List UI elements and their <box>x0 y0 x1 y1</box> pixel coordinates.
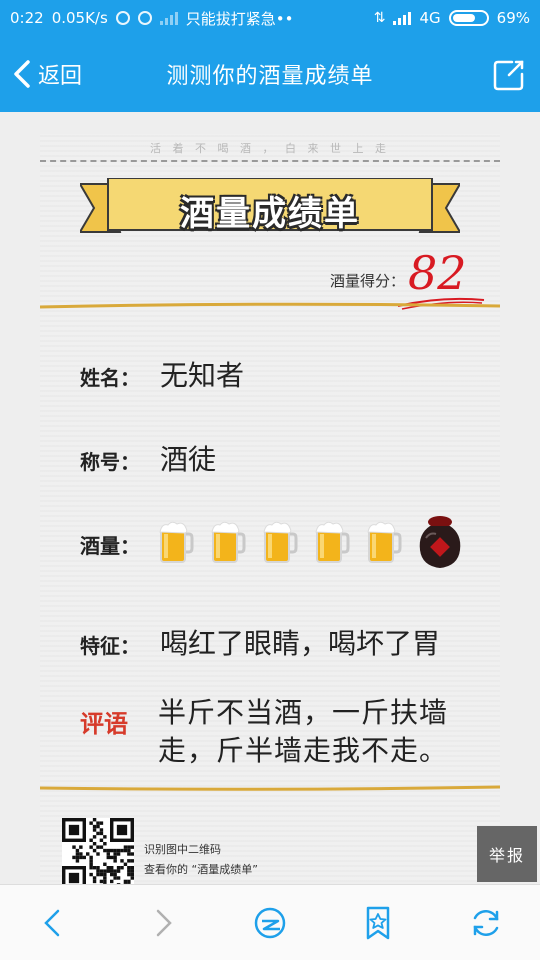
signal-icon <box>393 11 412 25</box>
score-value: 82 <box>408 246 467 300</box>
ribbon-banner <box>80 178 460 233</box>
score-label: 酒量得分： <box>330 272 406 290</box>
qr-code[interactable] <box>62 818 134 890</box>
prev-icon <box>44 909 60 936</box>
title-label: 称号： <box>80 450 140 474</box>
bookmark-star-icon <box>366 906 390 939</box>
beer-mug-icon <box>159 521 194 563</box>
name-label: 姓名： <box>80 366 140 390</box>
wine-jar-icon <box>419 516 461 568</box>
beer-mug-icon <box>263 521 298 563</box>
capacity-label: 酒量： <box>80 534 140 558</box>
gold-divider-top <box>40 302 500 309</box>
prev-button[interactable] <box>34 903 74 943</box>
status-speed: 0.05K/s <box>51 9 108 27</box>
next-button[interactable] <box>142 903 182 943</box>
next-icon <box>156 909 172 936</box>
qr-caption-line1: 识别图中二维码 <box>144 843 221 856</box>
nav-bar: 返回 测测你的酒量成绩单 <box>0 36 540 112</box>
bottom-toolbar <box>0 884 540 960</box>
status-notification: 只能拔打紧急•• <box>185 9 294 28</box>
battery-percent: 69% <box>496 9 530 27</box>
result-card: 活 着 不 喝 酒 ， 白 来 世 上 走 酒量成绩单 酒量得分： 82 姓名：… <box>40 134 500 890</box>
qzone-icon <box>254 907 286 938</box>
share-icon[interactable] <box>492 58 526 92</box>
title-value: 酒徒 <box>160 443 217 476</box>
beer-mug-icon <box>211 521 246 563</box>
beer-mug-icon <box>367 521 402 563</box>
bookmark-button[interactable] <box>358 903 398 943</box>
refresh-button[interactable] <box>466 903 506 943</box>
dashed-divider <box>40 160 500 162</box>
feature-label: 特征： <box>80 634 140 658</box>
qr-caption-line2: 查看你的 “酒量成绩单” <box>144 863 258 876</box>
qr-caption: 识别图中二维码 查看你的 “酒量成绩单” <box>144 840 258 880</box>
name-value: 无知者 <box>160 359 245 392</box>
beer-mug-icon <box>315 521 350 563</box>
alarm-icon <box>137 11 152 25</box>
capacity-icons <box>158 514 464 570</box>
comment-value: 半斤不当酒，一斤扶墙走，斤半墙走我不走。 <box>158 696 449 767</box>
network-type: 4G <box>419 9 441 27</box>
page-title: 测测你的酒量成绩单 <box>166 64 374 89</box>
status-bar: 0:22 0.05K/s 只能拔打紧急•• ⇅ 4G 69% <box>0 0 540 36</box>
back-label: 返回 <box>38 64 83 89</box>
battery-fill <box>452 14 475 22</box>
banner-title: 酒量成绩单 <box>180 194 360 234</box>
gold-divider-bottom <box>40 785 500 791</box>
qzone-button[interactable] <box>250 903 290 943</box>
status-time: 0:22 <box>10 9 44 27</box>
no-signal-icon <box>159 11 178 25</box>
battery-icon <box>448 10 489 26</box>
back-chevron-icon <box>14 60 30 88</box>
back-button[interactable]: 返回 <box>12 58 82 90</box>
refresh-icon <box>473 909 499 936</box>
feature-value: 喝红了眼睛，喝坏了胃 <box>160 627 441 660</box>
mute-icon <box>115 11 130 25</box>
motto-text: 活 着 不 喝 酒 ， 白 来 世 上 走 <box>150 142 390 155</box>
comment-label: 评语 <box>80 710 128 738</box>
report-button[interactable]: 举报 <box>477 826 537 882</box>
content-area: 活 着 不 喝 酒 ， 白 来 世 上 走 酒量成绩单 酒量得分： 82 姓名：… <box>0 112 540 890</box>
data-transfer-icon: ⇅ <box>373 10 386 26</box>
